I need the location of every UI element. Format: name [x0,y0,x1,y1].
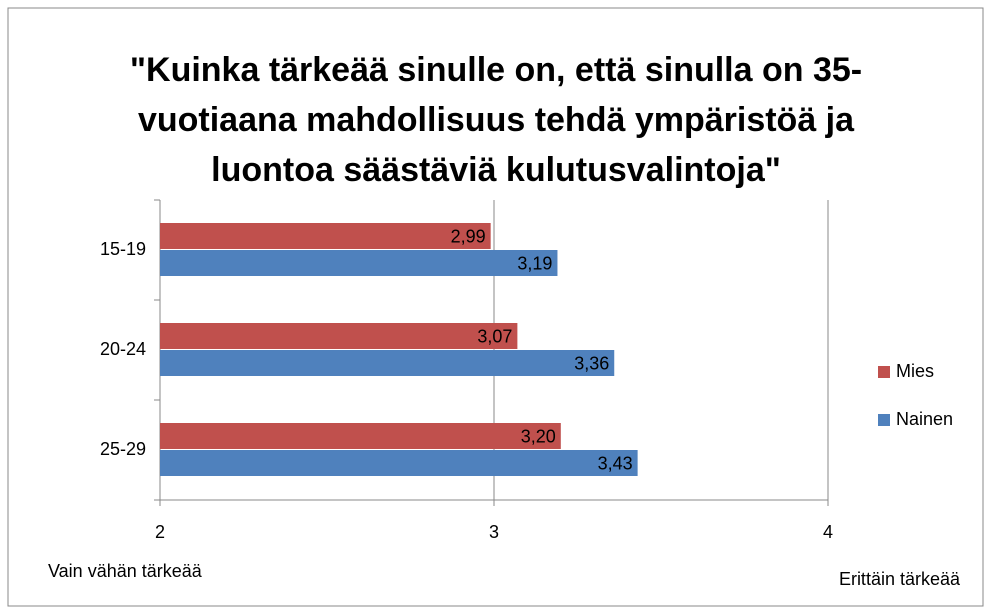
x-tick-label: 2 [155,522,165,542]
chart-title: "Kuinka tärkeää sinulle on, että sinulla… [130,51,862,89]
y-tick-label: 20-24 [100,339,146,359]
data-label: 3,20 [521,426,556,446]
bar [160,423,561,449]
x-tick-label: 3 [489,522,499,542]
data-label: 3,43 [598,453,633,473]
x-tick-label: 4 [823,522,833,542]
annotation: Vain vähän tärkeää [48,561,203,581]
legend-swatch [878,366,890,378]
bar [160,250,558,276]
chart-border [7,7,984,607]
bar [160,323,518,349]
chart-title: luontoa säästäviä kulutusvalintoja" [211,151,781,189]
data-label: 3,19 [517,253,552,273]
chart-title: vuotiaana mahdollisuus tehdä ympäristöä … [138,101,855,139]
bar [160,350,615,376]
annotation: Erittäin tärkeää [839,569,961,589]
data-label: 3,07 [477,326,512,346]
data-label: 3,36 [574,353,609,373]
legend-label: Nainen [896,409,953,429]
data-label: 2,99 [451,226,486,246]
legend-label: Mies [896,361,934,381]
bar [160,223,491,249]
bar [160,450,638,476]
legend-swatch [878,414,890,426]
y-tick-label: 25-29 [100,439,146,459]
y-tick-label: 15-19 [100,239,146,259]
